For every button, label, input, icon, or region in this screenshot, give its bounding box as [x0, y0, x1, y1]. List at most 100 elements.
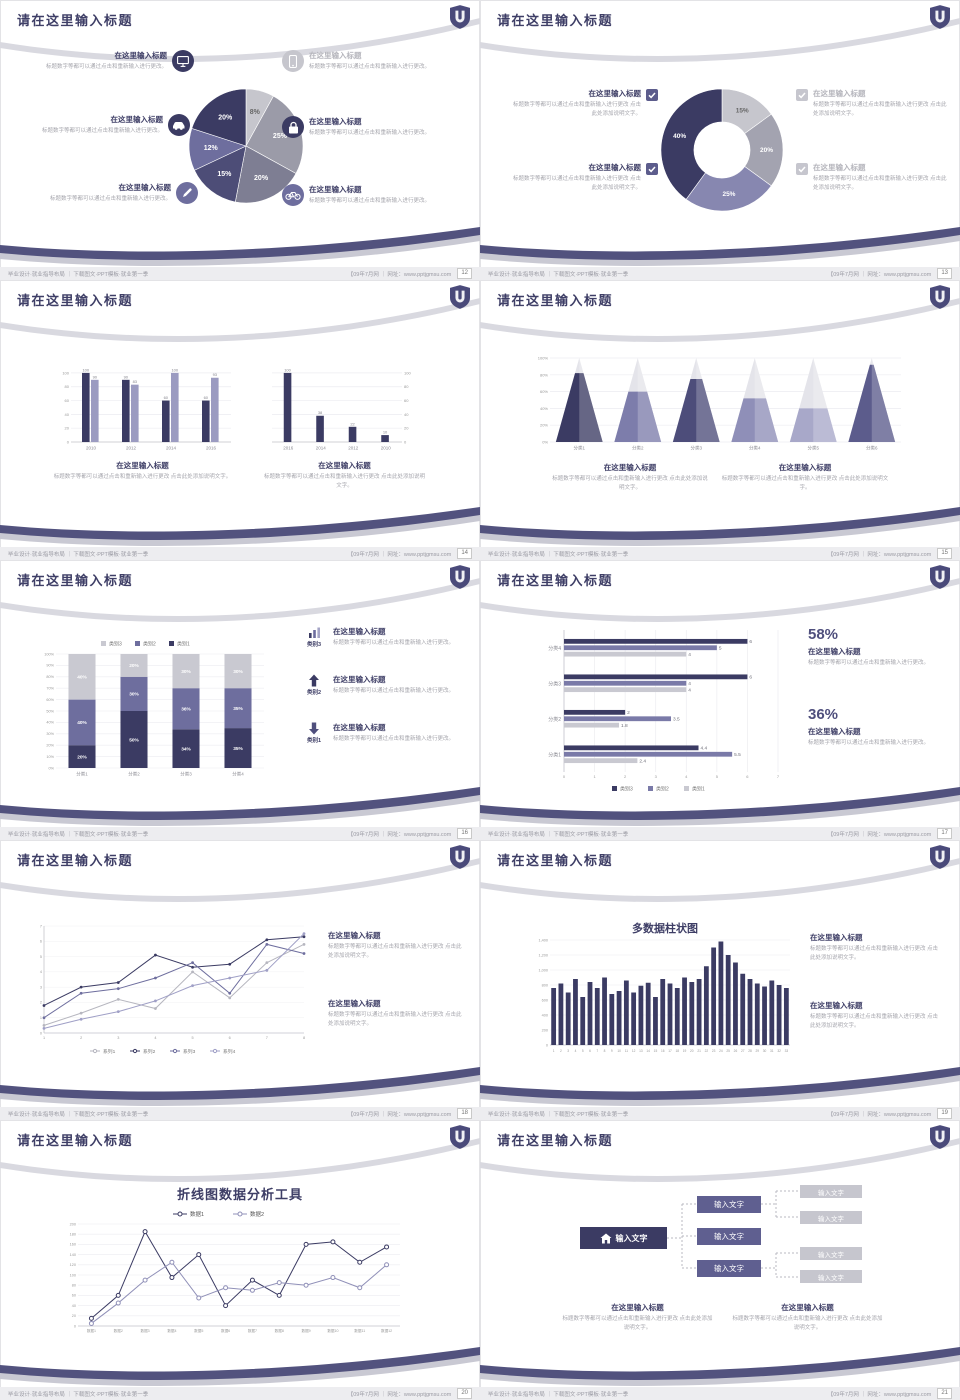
slide-footer: 毕业设计·就业指导布局 ｜ 下载图文·PPT模板·就业第一季 【09年7月网 ｜…	[480, 547, 960, 560]
svg-text:30%: 30%	[129, 692, 139, 698]
caption-body: 标题数字等都可以通过点击和重新输入进行更改 点击此处添加说明文字。	[263, 474, 426, 489]
caption-body: 标题数字等都可以通过点击和重新输入进行更改 点击此处添加说明文字。	[552, 476, 708, 491]
slide-footer: 毕业设计·就业指导布局 ｜ 下载图文·PPT模板·就业第一季 【09年7月网 ｜…	[480, 1387, 960, 1400]
flow-leaf-node: 输入文字	[800, 1211, 862, 1224]
svg-text:35%: 35%	[233, 746, 243, 752]
svg-text:类别1: 类别1	[177, 641, 190, 648]
stacked-bar-chart: 类别3 类别2 类别1 0% 10% 20% 30% 40% 50% 60% 70% 80% 90% 10…	[36, 638, 268, 778]
svg-text:15: 15	[654, 1049, 658, 1053]
slide-page-19[interactable]: 多数据柱状图 0 200 400 600 800 1,000 1,200 1,400 1 2 3 4 5…	[480, 840, 960, 1120]
svg-text:1: 1	[553, 1049, 555, 1053]
slide-footer: 毕业设计·就业指导布局 ｜ 下载图文·PPT模板·就业第一季 【09年7月网 ｜…	[480, 827, 960, 840]
top-swoosh-decoration	[0, 298, 480, 343]
flowchart-connectors	[667, 1190, 800, 1278]
flow-mid-node: 输入文字	[697, 1228, 761, 1245]
slide-page-18[interactable]: 0 1 2 3 4 5 6 7 1 2 3 4 5 6 7 8 系列1 系列2 系列3 系列4 在这里输入标题 标题数…	[0, 840, 480, 1120]
caption-block: 在这里输入标题 标题数字等都可以通过点击和重新输入进行更改 点击此处添加说明文字…	[50, 460, 235, 482]
svg-text:93: 93	[213, 372, 218, 377]
info-block-title: 在这里输入标题	[118, 183, 172, 192]
slide-heading: 请在这里输入标题	[497, 293, 614, 308]
svg-text:38: 38	[318, 410, 323, 415]
slide-heading: 请在这里输入标题	[497, 853, 614, 868]
caption-title: 在这里输入标题	[778, 463, 832, 472]
svg-text:数据2: 数据2	[114, 1328, 123, 1333]
info-block-title: 在这里输入标题	[328, 931, 381, 940]
svg-text:6: 6	[589, 1049, 591, 1053]
top-swoosh-decoration	[0, 578, 480, 623]
svg-text:2: 2	[560, 1049, 562, 1053]
school-logo-icon	[930, 285, 950, 314]
svg-text:60%: 60%	[540, 389, 548, 394]
svg-text:50%: 50%	[129, 737, 139, 743]
svg-text:5: 5	[582, 1049, 584, 1053]
info-block: 在这里输入标题 标题数字等都可以通过点击和重新输入进行更改。	[282, 50, 444, 72]
info-block: 在这里输入标题 标题数字等都可以通过点击和重新输入进行更改 点击此处添加说明文字…	[810, 932, 942, 962]
svg-text:21: 21	[697, 1049, 701, 1053]
svg-text:1: 1	[40, 1016, 42, 1020]
svg-text:3.5: 3.5	[673, 716, 680, 722]
svg-text:分类2: 分类2	[128, 771, 140, 778]
bottom-swoosh-decoration	[0, 227, 480, 266]
svg-text:6: 6	[229, 1036, 231, 1040]
slide-page-17[interactable]: 0 1 2 3 4 5 6 7 分类4 6 5 4 分类3 6 4 4 分类2 2 3.5 1.8 分类1 4.4 5.5 2…	[480, 560, 960, 840]
svg-text:分类4: 分类4	[749, 445, 761, 452]
svg-text:2012: 2012	[126, 446, 137, 451]
caption-block: 在这里输入标题 标题数字等都可以通过点击和重新输入进行更改 点击此处添加说明文字…	[560, 1302, 715, 1332]
svg-text:11: 11	[625, 1049, 629, 1053]
caption-block: 在这里输入标题 标题数字等都可以通过点击和重新输入进行更改 点击此处添加说明文字…	[720, 462, 890, 492]
slide-footer: 毕业设计·就业指导布局 ｜ 下载图文·PPT模板·就业第一季 【09年7月网 ｜…	[0, 1387, 480, 1400]
svg-text:类别1: 类别1	[692, 786, 705, 793]
slide-page-15[interactable]: 0% 20% 40% 60% 80% 100% 分类1 分类2 分类3 分类4 分类5 分类6 在这里…	[480, 280, 960, 560]
school-logo-icon	[930, 5, 950, 34]
svg-text:25%: 25%	[273, 133, 288, 140]
chart-title: 多数据柱状图	[632, 923, 698, 935]
slide-page-20[interactable]: 折线图数据分析工具 数据1 数据2 0 20 40 60 80 100 120 140 160 180…	[0, 1120, 480, 1400]
svg-text:3: 3	[567, 1049, 569, 1053]
info-block-body: 标题数字等都可以通过点击和重新输入进行更改 点击此处添加说明文字。	[810, 1014, 939, 1029]
slide-heading: 请在这里输入标题	[497, 573, 614, 588]
slide-page-16[interactable]: 类别3 类别2 类别1 0% 10% 20% 30% 40% 50% 60% 70% 80% 90% 10…	[0, 560, 480, 840]
svg-text:分类6: 分类6	[866, 445, 878, 452]
flow-mid-node: 输入文字	[697, 1260, 761, 1277]
footer-left-text: 毕业设计·就业指导布局 ｜ 下载图文·PPT模板·就业第一季	[488, 271, 629, 278]
info-block-body: 标题数字等都可以通过点击和重新输入进行更改。	[45, 64, 167, 70]
slide-page-21[interactable]: 输入文字 输入文字 输入文字 输入文字 输入文字 输入文字 输入文字 输入文字 …	[480, 1120, 960, 1400]
footer-right-text: 【09年7月网 ｜ 网址：www.pptjgmsu.com	[347, 1111, 452, 1118]
svg-text:8: 8	[604, 1049, 606, 1053]
footer-left-text: 毕业设计·就业指导布局 ｜ 下载图文·PPT模板·就业第一季	[488, 1391, 629, 1398]
svg-text:系列3: 系列3	[183, 1048, 196, 1055]
svg-text:40%: 40%	[77, 720, 87, 726]
school-logo-icon	[450, 565, 470, 594]
svg-text:100: 100	[404, 370, 411, 375]
svg-text:数据2: 数据2	[250, 1210, 264, 1218]
bottom-swoosh-decoration	[0, 507, 480, 546]
svg-text:60: 60	[65, 398, 70, 403]
svg-text:2.4: 2.4	[639, 758, 646, 764]
caption-body: 标题数字等都可以通过点击和重新输入进行更改 点击此处添加说明文字。	[732, 1316, 883, 1331]
svg-text:15%: 15%	[736, 107, 749, 114]
svg-text:类别3: 类别3	[620, 786, 633, 793]
svg-text:80%: 80%	[540, 372, 548, 377]
svg-text:100: 100	[171, 367, 178, 372]
footer-right-text: 【09年7月网 ｜ 网址：www.pptjgmsu.com	[827, 1111, 932, 1118]
bottom-swoosh-decoration	[480, 507, 960, 546]
svg-text:29: 29	[755, 1049, 759, 1053]
svg-text:2010: 2010	[381, 446, 392, 451]
slide-heading: 请在这里输入标题	[17, 293, 134, 308]
flow-node-label: 输入文字	[818, 1215, 844, 1223]
slide-heading: 请在这里输入标题	[17, 853, 134, 868]
svg-text:32: 32	[777, 1049, 781, 1053]
slide-page-12[interactable]: 在这里输入标题 标题数字等都可以通过点击和重新输入进行更改。 在这里输入标题 标…	[0, 0, 480, 280]
footer-left-text: 毕业设计·就业指导布局 ｜ 下载图文·PPT模板·就业第一季	[8, 1111, 149, 1118]
page-number-badge: 12	[457, 268, 472, 279]
slide-page-14[interactable]: 0 20 40 60 80 100 2010 100 90 2012 90 83 2014 60 100 20…	[0, 280, 480, 560]
svg-text:40%: 40%	[673, 133, 686, 140]
slide-page-13[interactable]: 在这里输入标题 标题数字等都可以通过点击和重新输入进行更改 点击此处添加说明文字…	[480, 0, 960, 280]
stat-body: 标题数字等都可以通过点击和重新输入进行更改。	[808, 740, 930, 746]
svg-text:1: 1	[43, 1036, 45, 1040]
stat-body: 标题数字等都可以通过点击和重新输入进行更改。	[808, 660, 930, 666]
slide-heading: 请在这里输入标题	[497, 1133, 614, 1148]
footer-left-text: 毕业设计·就业指导布局 ｜ 下载图文·PPT模板·就业第一季	[8, 271, 149, 278]
caption-block: 在这里输入标题 标题数字等都可以通过点击和重新输入进行更改 点击此处添加说明文字…	[550, 462, 710, 492]
